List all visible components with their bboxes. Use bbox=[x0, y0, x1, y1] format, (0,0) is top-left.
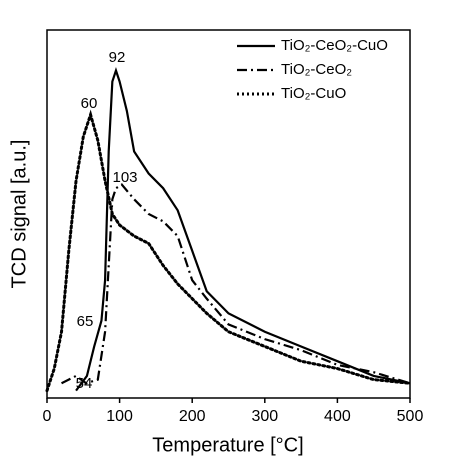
annotation: 103 bbox=[112, 169, 137, 186]
annotation: 65 bbox=[77, 313, 94, 330]
x-tick-label: 100 bbox=[106, 408, 133, 425]
data-line bbox=[61, 183, 411, 385]
data-line bbox=[75, 66, 411, 392]
legend-label: TiO₂-CeO₂ bbox=[281, 61, 352, 78]
data-line bbox=[45, 109, 412, 393]
legend-label: TiO₂-CeO₂-CuO bbox=[281, 37, 388, 54]
x-tick-label: 300 bbox=[251, 408, 278, 425]
x-tick-label: 0 bbox=[43, 408, 52, 425]
plot-frame bbox=[46, 29, 411, 399]
y-axis-label: TCD signal [a.u.] bbox=[8, 140, 30, 289]
x-axis-label: Temperature [°C] bbox=[152, 434, 303, 456]
legend-label: TiO₂-CuO bbox=[281, 85, 346, 102]
x-tick-label: 400 bbox=[324, 408, 351, 425]
annotation: 92 bbox=[109, 49, 126, 66]
annotation: 60 bbox=[81, 95, 98, 112]
x-tick-label: 200 bbox=[179, 408, 206, 425]
x-tick-label: 500 bbox=[397, 408, 424, 425]
